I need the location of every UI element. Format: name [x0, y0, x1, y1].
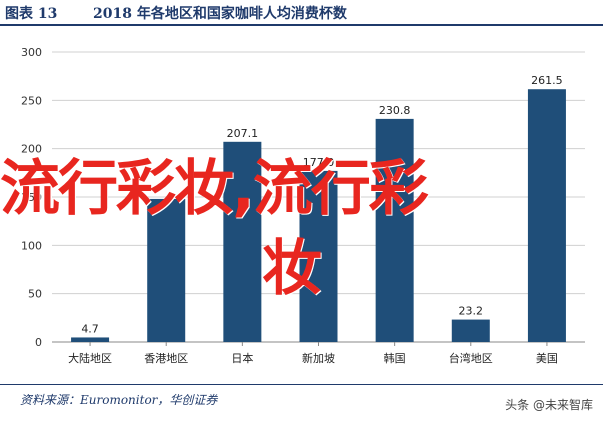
- y-tick-label: 0: [35, 336, 42, 349]
- x-axis: 大陆地区 香港地区 日本 新加坡 韩国 台湾地区 美国: [68, 342, 558, 365]
- y-tick-label: 250: [21, 94, 42, 107]
- figure-number: 图表 13: [5, 6, 58, 22]
- figure-header: 图表 13 2018 年各地区和国家咖啡人均消费杯数: [0, 0, 603, 26]
- x-tick-label: 大陆地区: [68, 351, 112, 365]
- bar: [223, 141, 262, 342]
- corner-watermark: 头条 @未来智库: [505, 398, 593, 412]
- data-label: 4.7: [81, 322, 99, 335]
- y-tick-label: 50: [28, 288, 42, 301]
- chart-title: 2018 年各地区和国家咖啡人均消费杯数: [93, 6, 347, 22]
- data-label: 23.2: [459, 305, 484, 318]
- bars: [71, 89, 566, 342]
- source-note: 资料来源：Euromonitor，华创证券: [20, 393, 218, 407]
- data-label: 230.8: [379, 104, 411, 117]
- bar: [147, 198, 186, 342]
- footer-rule: [0, 384, 603, 385]
- y-axis: 0 50 100 150 200 250 300: [21, 46, 42, 349]
- data-labels: 4.7 207.1 177.0 230.8 23.2 261.5: [81, 74, 562, 335]
- y-tick-label: 300: [21, 46, 42, 59]
- x-tick-label: 美国: [536, 352, 558, 365]
- x-tick-label: 台湾地区: [449, 351, 493, 365]
- data-label: 207.1: [227, 127, 259, 140]
- bar: [71, 337, 110, 342]
- x-tick-label: 新加坡: [302, 351, 335, 365]
- y-tick-label: 100: [21, 239, 42, 252]
- x-tick-label: 日本: [231, 351, 253, 365]
- bar-chart: 0 50 100 150 200 250 300 4.7 207.1 177.0 230.8 23.…: [21, 46, 585, 365]
- bar: [299, 170, 338, 342]
- bar: [451, 319, 490, 342]
- y-tick-label: 200: [21, 143, 42, 156]
- bar: [375, 118, 414, 342]
- gridlines: [52, 51, 585, 343]
- data-label: 261.5: [531, 74, 563, 87]
- x-tick-label: 香港地区: [144, 352, 188, 365]
- data-label: 177.0: [303, 156, 335, 169]
- bar: [527, 89, 566, 342]
- header-rule: [0, 24, 603, 26]
- y-tick-label: 150: [21, 191, 42, 204]
- x-tick-label: 韩国: [384, 351, 406, 365]
